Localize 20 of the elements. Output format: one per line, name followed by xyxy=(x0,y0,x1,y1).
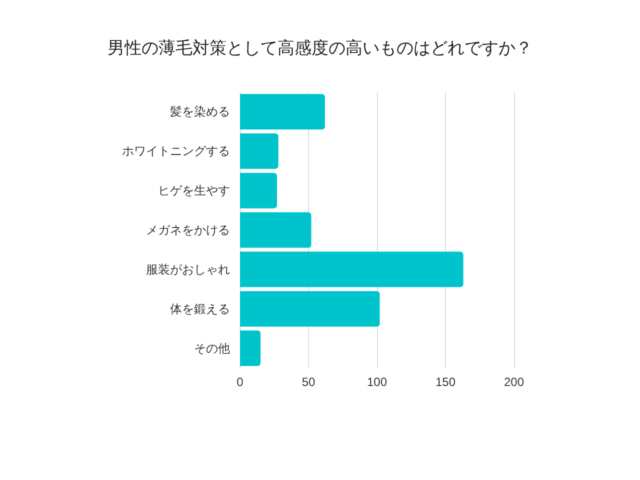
y-tick-label: メガネをかける xyxy=(146,223,230,237)
x-tick-label: 50 xyxy=(302,375,316,389)
bar xyxy=(240,330,261,366)
y-tick-label: ヒゲを生やす xyxy=(158,184,230,198)
x-tick-label: 150 xyxy=(435,375,456,389)
bar xyxy=(240,133,278,169)
bar xyxy=(240,252,464,288)
bar xyxy=(240,291,380,327)
y-tick-label: 体を鍛える xyxy=(170,302,230,316)
x-tick-label: 200 xyxy=(504,375,524,389)
chart-title: 男性の薄毛対策として高感度の高いものはどれですか？ xyxy=(108,38,532,58)
y-tick-label: 髪を染める xyxy=(170,104,230,119)
y-tick-label: その他 xyxy=(194,341,230,356)
y-tick-label: 服装がおしゃれ xyxy=(146,262,230,276)
bar xyxy=(240,212,312,248)
y-tick-label: ホワイトニングする xyxy=(122,144,230,158)
x-tick-label: 100 xyxy=(366,375,388,389)
bar xyxy=(240,94,325,130)
x-tick-label: 0 xyxy=(236,375,244,389)
bar xyxy=(240,172,277,208)
